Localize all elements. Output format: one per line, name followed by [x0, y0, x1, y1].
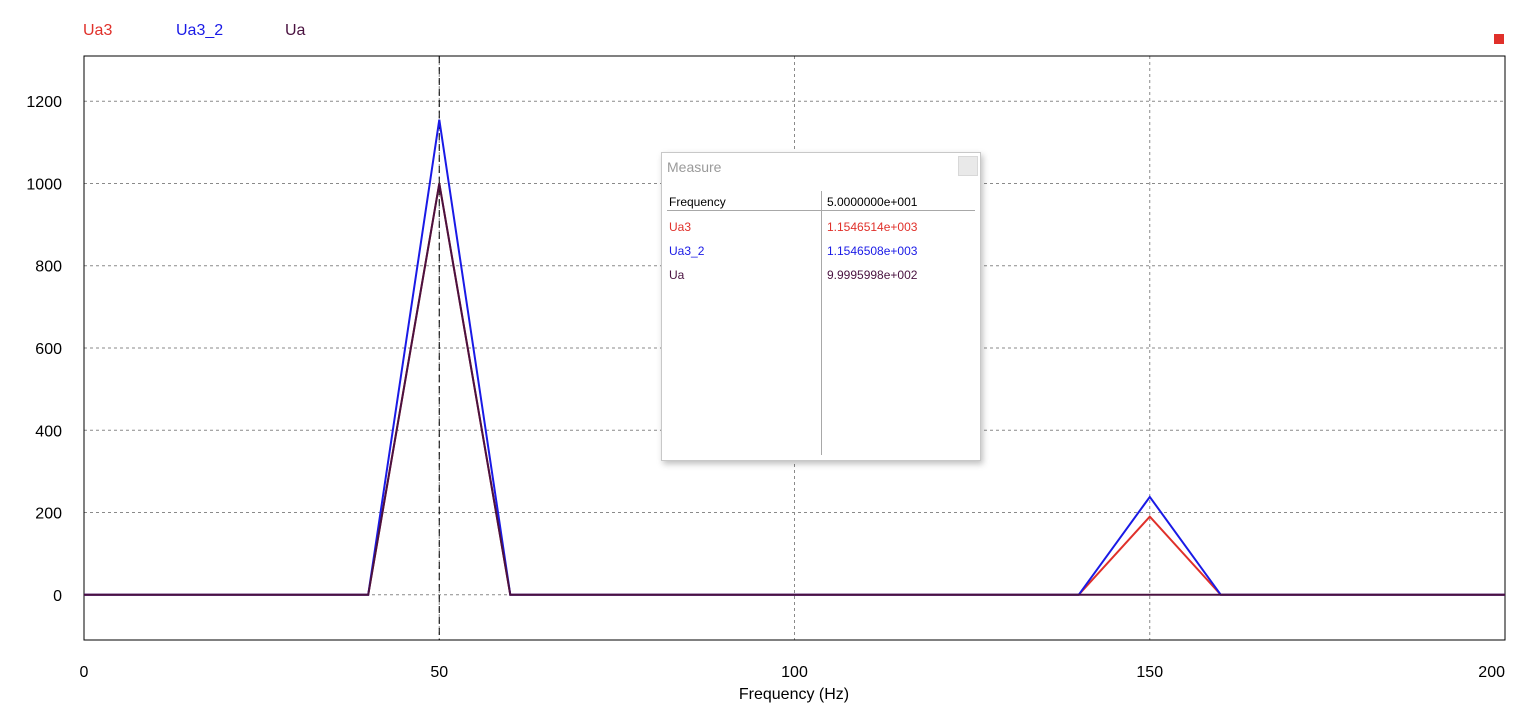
x-tick-label: 0	[80, 664, 89, 681]
y-tick-label: 600	[35, 341, 62, 358]
series-line-ua	[84, 183, 1505, 596]
x-axis-ticks: 0 50 100 150 200	[80, 664, 1506, 681]
y-tick-label: 0	[53, 588, 62, 605]
x-tick-label: 50	[430, 664, 448, 681]
measure-header-row: Frequency 5.0000000e+001	[662, 195, 980, 217]
measure-row-label: Ua3	[669, 220, 692, 234]
y-axis-ticks: 0 200 400 600 800 1000 1200	[26, 94, 62, 605]
y-tick-label: 1200	[26, 94, 62, 111]
measure-column-divider	[821, 191, 822, 455]
x-tick-label: 200	[1478, 664, 1505, 681]
measure-header-divider	[667, 210, 975, 211]
series-lines	[84, 119, 1505, 596]
measure-row-value: 1.1546508e+003	[827, 244, 918, 258]
plot-frame	[83, 55, 1506, 641]
y-tick-label: 400	[35, 423, 62, 440]
measure-row-value: 1.1546514e+003	[827, 220, 918, 234]
legend-entry-ua3-2: Ua3_2	[176, 22, 224, 39]
legend-entry-ua3: Ua3	[83, 22, 113, 39]
measure-row-label: Ua3_2	[669, 244, 705, 258]
measure-row-ua3: Ua3 1.1546514e+003	[662, 220, 980, 242]
measure-row-ua3-2: Ua3_2 1.1546508e+003	[662, 244, 980, 266]
measure-title: Measure	[667, 159, 722, 175]
x-tick-label: 150	[1136, 664, 1163, 681]
measure-header-value: 5.0000000e+001	[827, 195, 918, 209]
y-tick-label: 1000	[26, 176, 62, 193]
close-icon[interactable]	[958, 156, 978, 176]
measure-row-value: 9.9995998e+002	[827, 268, 918, 282]
measure-row-label: Ua	[669, 268, 685, 282]
measure-row-ua: Ua 9.9995998e+002	[662, 268, 980, 290]
legend-entry-ua: Ua	[285, 22, 306, 39]
corner-marker-icon	[1494, 34, 1504, 44]
measure-window[interactable]: Measure Frequency 5.0000000e+001 Ua3 1.1…	[661, 152, 981, 461]
y-tick-label: 800	[35, 259, 62, 276]
x-tick-label: 100	[781, 664, 808, 681]
y-tick-label: 200	[35, 506, 62, 523]
measure-header-label: Frequency	[669, 195, 726, 209]
x-axis-label: Frequency (Hz)	[739, 686, 849, 703]
